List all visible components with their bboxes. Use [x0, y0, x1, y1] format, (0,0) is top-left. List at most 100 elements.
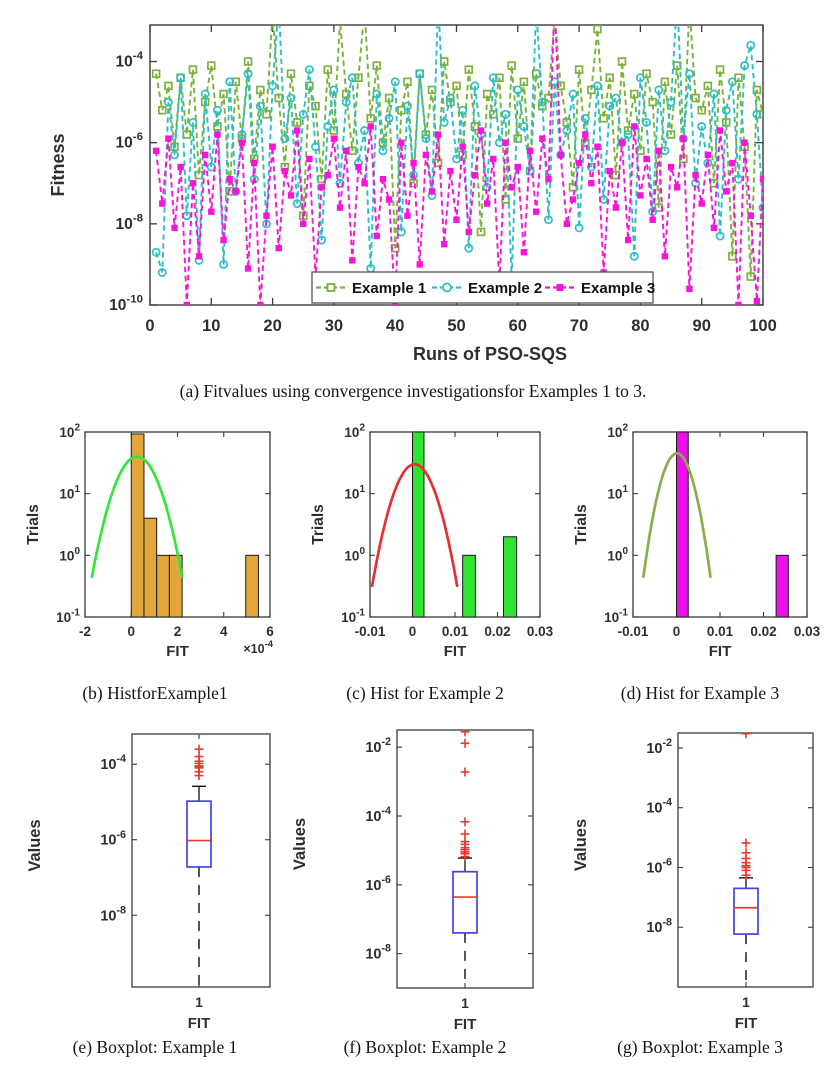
svg-text:10-1: 10-1 [56, 608, 80, 625]
svg-text:100: 100 [607, 546, 628, 563]
svg-text:50: 50 [447, 317, 465, 335]
hist-example-3-bars [676, 431, 789, 618]
caption-f: (f) Boxplot: Example 2 [343, 1037, 507, 1057]
x-axis-multiplier: ×10-4 [243, 639, 273, 656]
svg-text:80: 80 [631, 317, 649, 335]
x-axis-label: FIT [709, 643, 732, 660]
svg-text:10-4: 10-4 [365, 805, 391, 825]
svg-text:1: 1 [461, 995, 469, 1011]
svg-text:0: 0 [145, 317, 154, 335]
svg-text:101: 101 [607, 484, 628, 501]
svg-text:10-6: 10-6 [116, 131, 143, 151]
box-example-2-outliers [460, 730, 470, 862]
series-line-1 [155, 25, 763, 277]
y-axis-label: Values [572, 819, 590, 871]
svg-text:0.01: 0.01 [707, 624, 734, 639]
series-markers-1 [151, 25, 763, 281]
caption-g: (g) Boxplot: Example 3 [617, 1037, 783, 1057]
x-axis-label: FIT [188, 1015, 211, 1032]
series-line-3 [155, 25, 763, 305]
caption-c: (c) Hist for Example 2 [346, 683, 504, 703]
hist-example-2-fit-curve [370, 462, 459, 588]
box-example-3-iqr-box [733, 887, 759, 935]
chart-box-example-1: 10-4 10-6 10-8 1 FIT Values [26, 733, 271, 1032]
svg-text:10-2: 10-2 [646, 737, 672, 757]
svg-text:100: 100 [59, 546, 80, 563]
caption-e: (e) Boxplot: Example 1 [72, 1037, 238, 1057]
y-axis-label: Values [291, 818, 309, 870]
svg-text:10-8: 10-8 [100, 904, 126, 924]
box-example-2-iqr-box [452, 870, 478, 934]
svg-text:10-10: 10-10 [109, 294, 143, 314]
x-axis-label: FIT [166, 643, 189, 660]
box-example-1-outliers [194, 734, 204, 781]
box-example-1-iqr-box [186, 800, 212, 868]
x-axis-label: FIT [735, 1015, 758, 1032]
svg-text:0.02: 0.02 [484, 624, 510, 639]
chart-hist-example-2: -0.01 0 0.01 0.02 0.03 102 101 100 10-1 FIT Trials [310, 423, 554, 660]
caption-b: (b) HistforExample1 [82, 683, 228, 703]
x-axis-label: FIT [444, 643, 467, 660]
svg-text:20: 20 [263, 317, 281, 335]
chart-box-example-2: 10-2 10-4 10-6 10-8 1 FIT Values [291, 729, 534, 1033]
svg-text:0.02: 0.02 [750, 624, 776, 639]
caption-d: (d) Hist for Example 3 [620, 683, 780, 703]
svg-text:0.03: 0.03 [527, 624, 554, 639]
svg-text:101: 101 [344, 484, 365, 501]
svg-text:40: 40 [386, 317, 404, 335]
svg-text:10-2: 10-2 [365, 736, 391, 756]
caption-a: (a) Fitvalues using convergence investig… [179, 381, 647, 401]
hist-example-1-fit-curve [90, 455, 184, 579]
svg-text:10-4: 10-4 [116, 50, 144, 70]
svg-text:30: 30 [325, 317, 343, 335]
svg-text:0: 0 [673, 624, 681, 639]
svg-text:10-6: 10-6 [100, 829, 126, 849]
series-line-2 [155, 25, 763, 281]
legend: Example 1 Example 2 Example 3 [311, 271, 655, 304]
svg-text:0: 0 [127, 624, 135, 639]
svg-text:4: 4 [220, 624, 228, 639]
svg-text:10-4: 10-4 [646, 797, 672, 817]
svg-text:0.01: 0.01 [442, 624, 469, 639]
svg-text:102: 102 [59, 423, 80, 440]
y-axis-label: Fitness [48, 133, 68, 196]
svg-text:101: 101 [59, 484, 80, 501]
legend-label-1: Example 1 [352, 280, 426, 297]
y-axis-label: Values [26, 819, 44, 871]
svg-text:70: 70 [570, 317, 588, 335]
svg-text:6: 6 [266, 624, 274, 639]
svg-text:102: 102 [344, 423, 365, 440]
box-example-3-outliers [741, 733, 751, 880]
chart-hist-example-1: -2 0 2 4 6 102 101 100 10-1 FIT Trials ×10-4 [25, 423, 274, 660]
chart-hist-example-3: -0.01 0 0.01 0.02 0.03 102 101 100 10-1 FIT Trials [573, 423, 821, 660]
series-markers-3 [152, 123, 763, 305]
series-group [151, 25, 763, 305]
svg-text:10-1: 10-1 [341, 608, 365, 625]
chart-box-example-3: 10-2 10-4 10-6 10-8 1 FIT Values [572, 732, 814, 1032]
hist-example-3-fit-curve [642, 452, 712, 579]
svg-text:-0.01: -0.01 [355, 624, 386, 639]
svg-text:100: 100 [344, 546, 365, 563]
svg-text:10: 10 [202, 317, 220, 335]
svg-text:2: 2 [174, 624, 182, 639]
hist-example-1-bars [130, 433, 259, 618]
x-axis-label: FIT [454, 1016, 477, 1033]
svg-text:-2: -2 [79, 624, 91, 639]
svg-text:10-6: 10-6 [646, 857, 672, 877]
svg-text:0.03: 0.03 [794, 624, 821, 639]
svg-text:10-4: 10-4 [100, 753, 126, 773]
x-axis-label: Runs of PSO-SQS [413, 344, 567, 364]
svg-text:90: 90 [693, 317, 711, 335]
svg-text:102: 102 [607, 423, 628, 440]
svg-text:10-6: 10-6 [365, 874, 391, 894]
svg-text:10-8: 10-8 [116, 212, 144, 232]
chart-fitness-vs-runs: 0 10 20 30 40 50 60 70 80 90 100 10-4 10-6 10-8 10-10 R… [48, 24, 777, 364]
y-axis-label: Trials [25, 504, 42, 545]
y-axis-label: Trials [573, 504, 590, 545]
svg-text:-0.01: -0.01 [618, 624, 649, 639]
svg-text:1: 1 [195, 994, 203, 1010]
y-axis-label: Trials [310, 504, 327, 545]
legend-label-2: Example 2 [468, 280, 542, 297]
